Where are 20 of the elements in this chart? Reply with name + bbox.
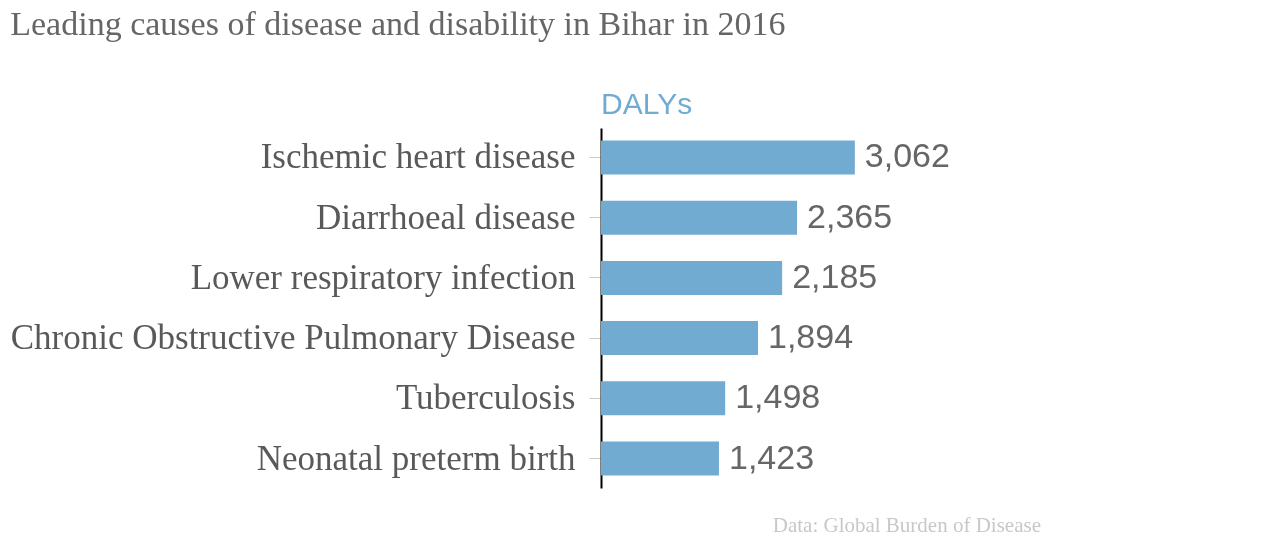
bar: [601, 321, 759, 356]
data-label: 1,498: [735, 377, 821, 416]
data-label: 1,894: [768, 317, 854, 356]
series-label: DALYs: [601, 87, 693, 120]
bar: [601, 441, 719, 476]
data-label: 3,062: [864, 136, 950, 175]
chart-title: Leading causes of disease and disability in Bihar in 2016: [10, 5, 786, 42]
bar: [601, 381, 726, 416]
data-label: 2,185: [792, 256, 878, 295]
y-tick-label: Neonatal preterm birth: [256, 438, 576, 478]
y-tick-label: Lower respiratory infection: [190, 257, 576, 297]
y-tick-label: Diarrhoeal disease: [316, 197, 576, 237]
data-label: 2,365: [807, 196, 893, 235]
data-label: 1,423: [728, 437, 815, 476]
bar: [601, 260, 783, 295]
bar: [601, 140, 855, 175]
y-tick-label: Chronic Obstructive Pulmonary Disease: [10, 318, 576, 358]
y-tick-label: Ischemic heart disease: [260, 137, 576, 177]
y-tick-label: Tuberculosis: [395, 378, 576, 418]
bar: [601, 200, 798, 235]
